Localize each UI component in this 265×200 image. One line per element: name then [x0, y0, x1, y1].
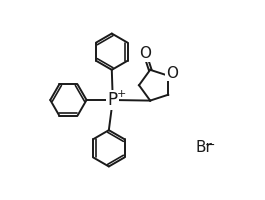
Text: −: −	[205, 138, 216, 151]
Text: P: P	[108, 91, 118, 109]
Text: O: O	[139, 46, 151, 61]
Text: +: +	[116, 89, 126, 99]
Text: Br: Br	[196, 140, 213, 155]
Text: O: O	[166, 66, 178, 81]
